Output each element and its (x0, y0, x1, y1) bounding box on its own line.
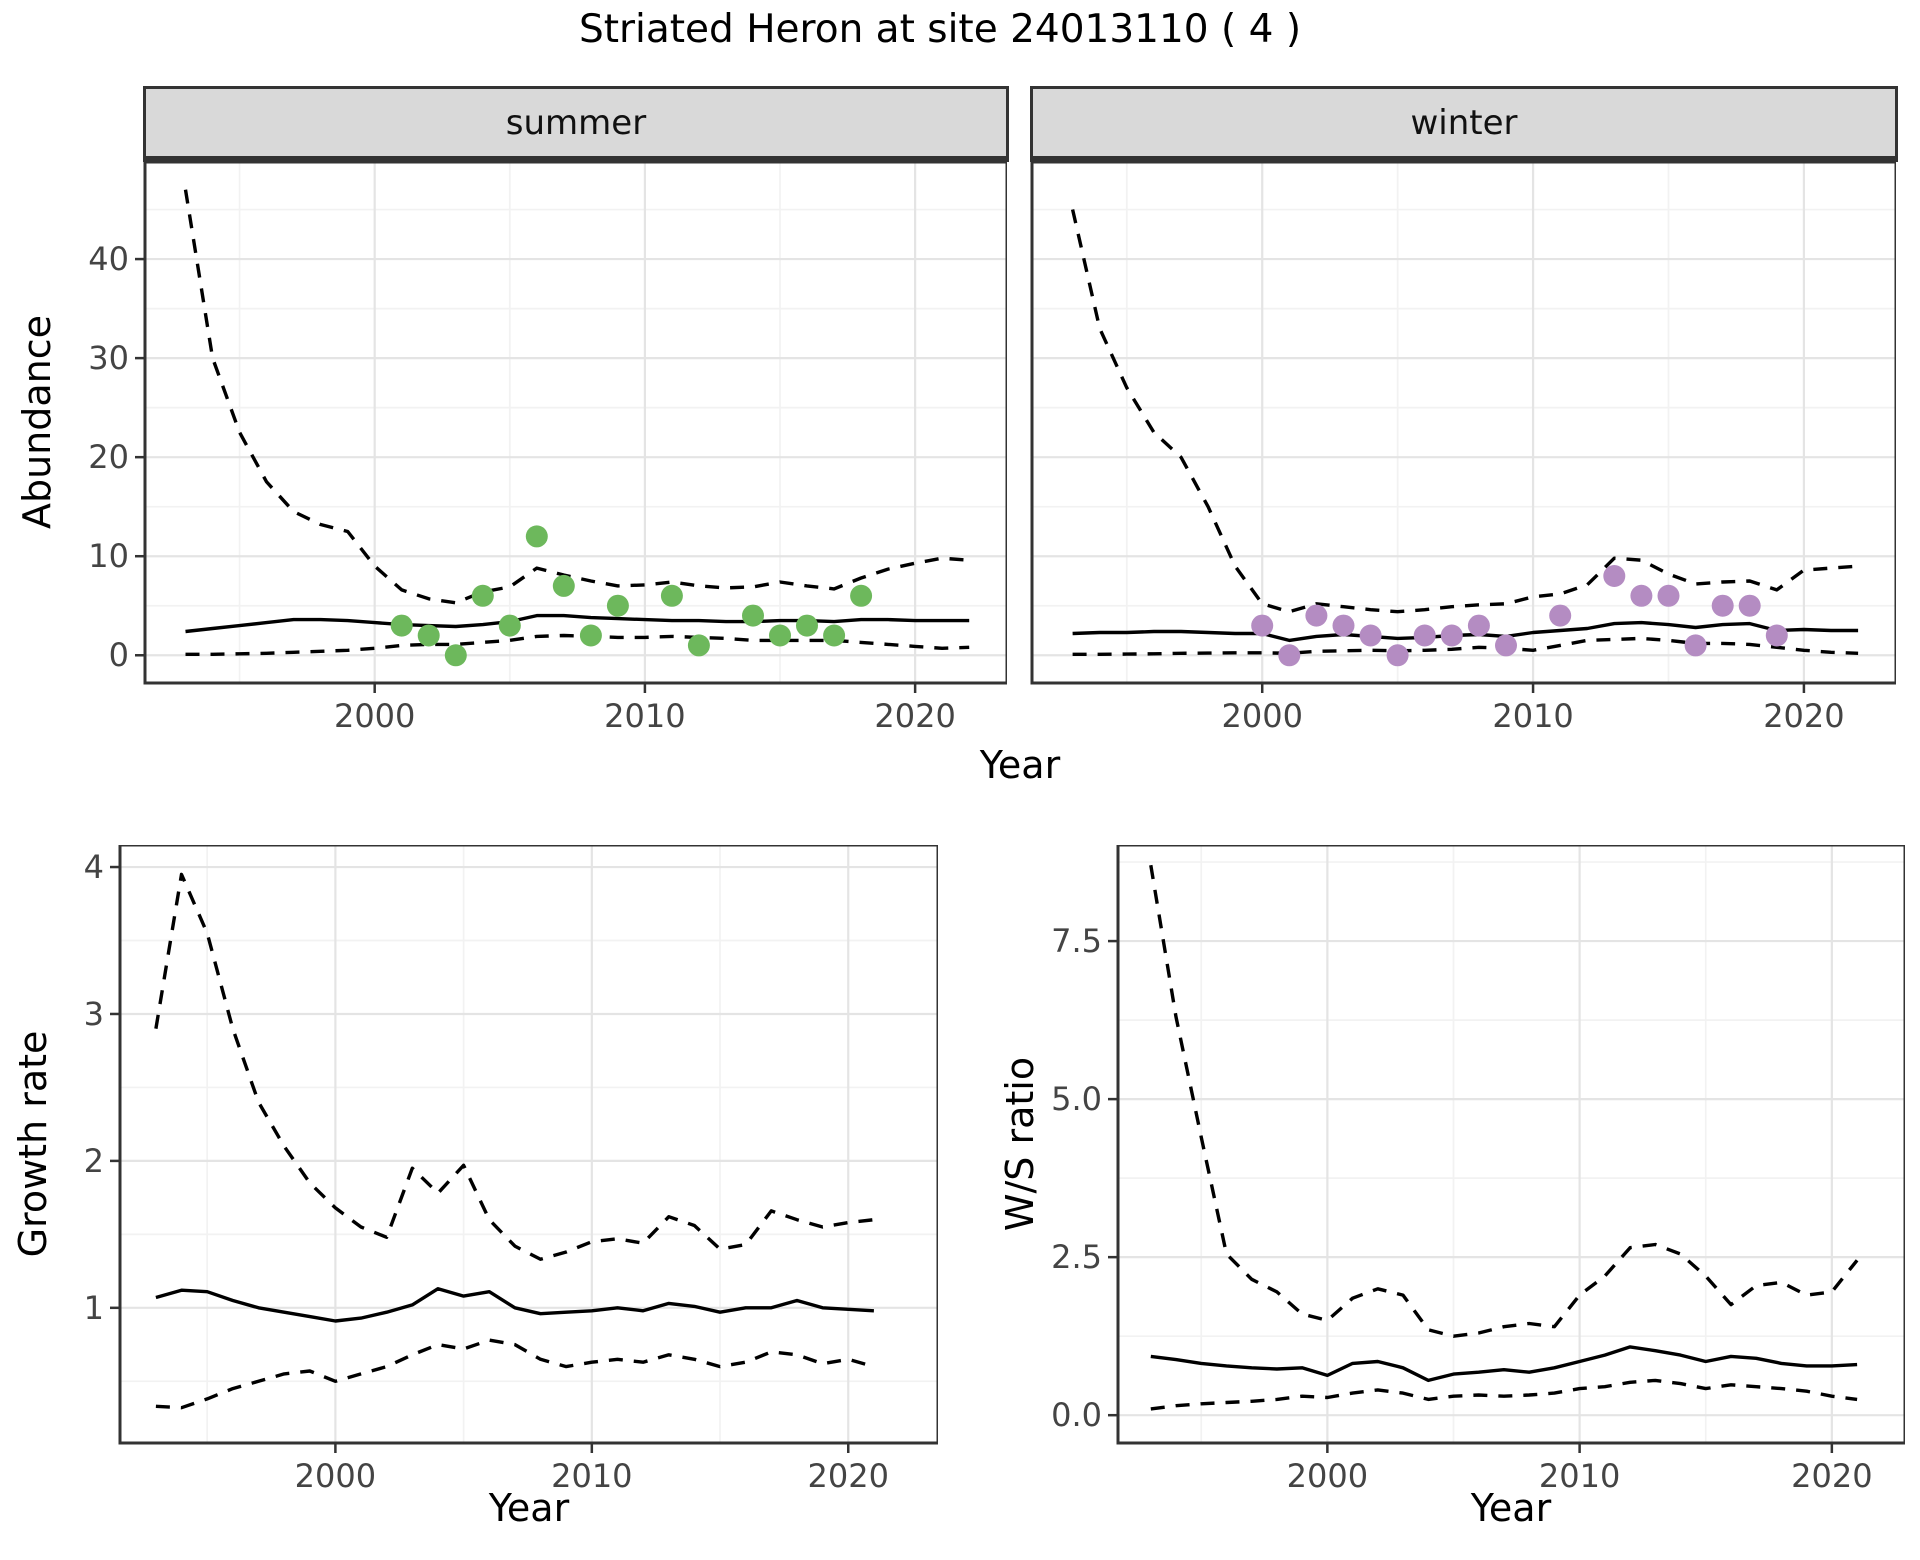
winter-observation-point (1657, 584, 1680, 607)
y-tick-label-growth: 2 (83, 1141, 104, 1180)
x-tick-label-ws: 2000 (1286, 1457, 1369, 1495)
winter-observation-point (1738, 594, 1761, 617)
x-tick-label-winter: 2020 (1763, 697, 1845, 735)
x-tick-label-ws: 2010 (1538, 1457, 1621, 1495)
y-tick-label-summer: 10 (88, 537, 129, 576)
summer-observation-point (444, 644, 467, 667)
ws-upper-ci-line (1149, 864, 1859, 1338)
summer-observation-point (796, 614, 818, 637)
winter-observation-point (1630, 584, 1653, 607)
x-axis-title-year-top: Year (979, 743, 1061, 787)
winter-observation-point (1413, 624, 1436, 647)
growth-upper-ci-line (154, 872, 875, 1261)
winter-observation-point (1603, 565, 1626, 587)
x-tick-label-summer: 2010 (604, 697, 686, 735)
panel-summer (135, 162, 1007, 693)
winter-observation-point (1495, 634, 1517, 657)
y-tick-label-summer: 20 (88, 438, 129, 477)
summer-observation-point (579, 624, 602, 647)
summer-observation-point (471, 584, 494, 607)
winter-observation-point (1467, 614, 1490, 637)
summer-observation-point (850, 584, 873, 607)
y-tick-label-growth: 1 (83, 1288, 104, 1327)
growth-lower-ci-line (155, 1338, 875, 1410)
facet-strip-winter: winter (1030, 86, 1898, 162)
x-tick-label-growth: 2010 (551, 1457, 633, 1495)
summer-observation-point (498, 614, 521, 637)
summer-upper-ci-line (183, 189, 970, 605)
page-title: Striated Heron at site 24013110 ( 4 ) (578, 7, 1302, 52)
y-tick-label-growth: 4 (83, 848, 104, 887)
winter-observation-point (1684, 634, 1707, 657)
x-tick-label-growth: 2020 (807, 1457, 889, 1495)
summer-observation-point (552, 574, 575, 597)
summer-observation-point (606, 594, 629, 617)
x-tick-label-summer: 2020 (874, 697, 956, 735)
summer-observation-point (687, 634, 710, 657)
y-tick-label-summer: 40 (88, 240, 129, 279)
x-tick-label-growth: 2000 (294, 1457, 377, 1495)
facet-strip-label: summer (505, 102, 647, 143)
y-tick-label-ws: 5.0 (1051, 1080, 1102, 1119)
x-tick-label-summer: 2000 (333, 697, 416, 735)
y-axis-title-ws-ratio: W/S ratio (998, 1056, 1042, 1232)
winter-observation-point (1711, 594, 1734, 617)
x-axis-title-year-growth: Year (488, 1486, 570, 1530)
ws-lower-ci-line (1150, 1378, 1858, 1411)
winter-observation-point (1440, 624, 1463, 647)
ws-median-line (1150, 1345, 1858, 1383)
winter-median-line (1072, 620, 1859, 643)
summer-observation-point (769, 624, 791, 647)
winter-observation-point (1549, 604, 1572, 627)
y-tick-label-ws: 2.5 (1051, 1238, 1102, 1277)
panel-winter (1030, 162, 1896, 693)
y-tick-label-ws: 0.0 (1051, 1396, 1102, 1435)
y-tick-label-summer: 30 (88, 339, 129, 378)
facet-strip-label: winter (1410, 102, 1518, 143)
summer-median-line (185, 613, 970, 634)
y-tick-label-growth: 3 (83, 994, 104, 1033)
winter-observation-point (1278, 644, 1301, 667)
y-tick-label-ws: 7.5 (1051, 922, 1102, 961)
x-tick-label-ws: 2020 (1791, 1457, 1873, 1495)
summer-observation-point (525, 525, 548, 548)
summer-observation-point (417, 624, 440, 647)
growth-median-line (155, 1287, 874, 1323)
winter-observation-point (1359, 624, 1382, 647)
winter-lower-ci-line (1072, 636, 1859, 656)
summer-observation-point (823, 624, 846, 647)
facet-strip-summer: summer (143, 86, 1009, 162)
winter-observation-point (1332, 614, 1355, 637)
panel-growth (110, 845, 938, 1453)
panel-ws (1108, 845, 1905, 1453)
summer-observation-point (660, 584, 683, 607)
y-tick-label-summer: 0 (108, 636, 129, 675)
x-tick-label-winter: 2000 (1221, 697, 1303, 735)
x-tick-label-winter: 2010 (1492, 697, 1574, 735)
x-axis-title-year-ws: Year (1470, 1486, 1552, 1530)
winter-upper-ci-line (1070, 209, 1859, 614)
winter-observation-point (1251, 614, 1274, 637)
winter-observation-point (1765, 624, 1788, 647)
summer-observation-point (742, 604, 764, 627)
summer-observation-point (390, 614, 413, 637)
winter-observation-point (1305, 604, 1328, 627)
winter-observation-point (1386, 644, 1409, 667)
